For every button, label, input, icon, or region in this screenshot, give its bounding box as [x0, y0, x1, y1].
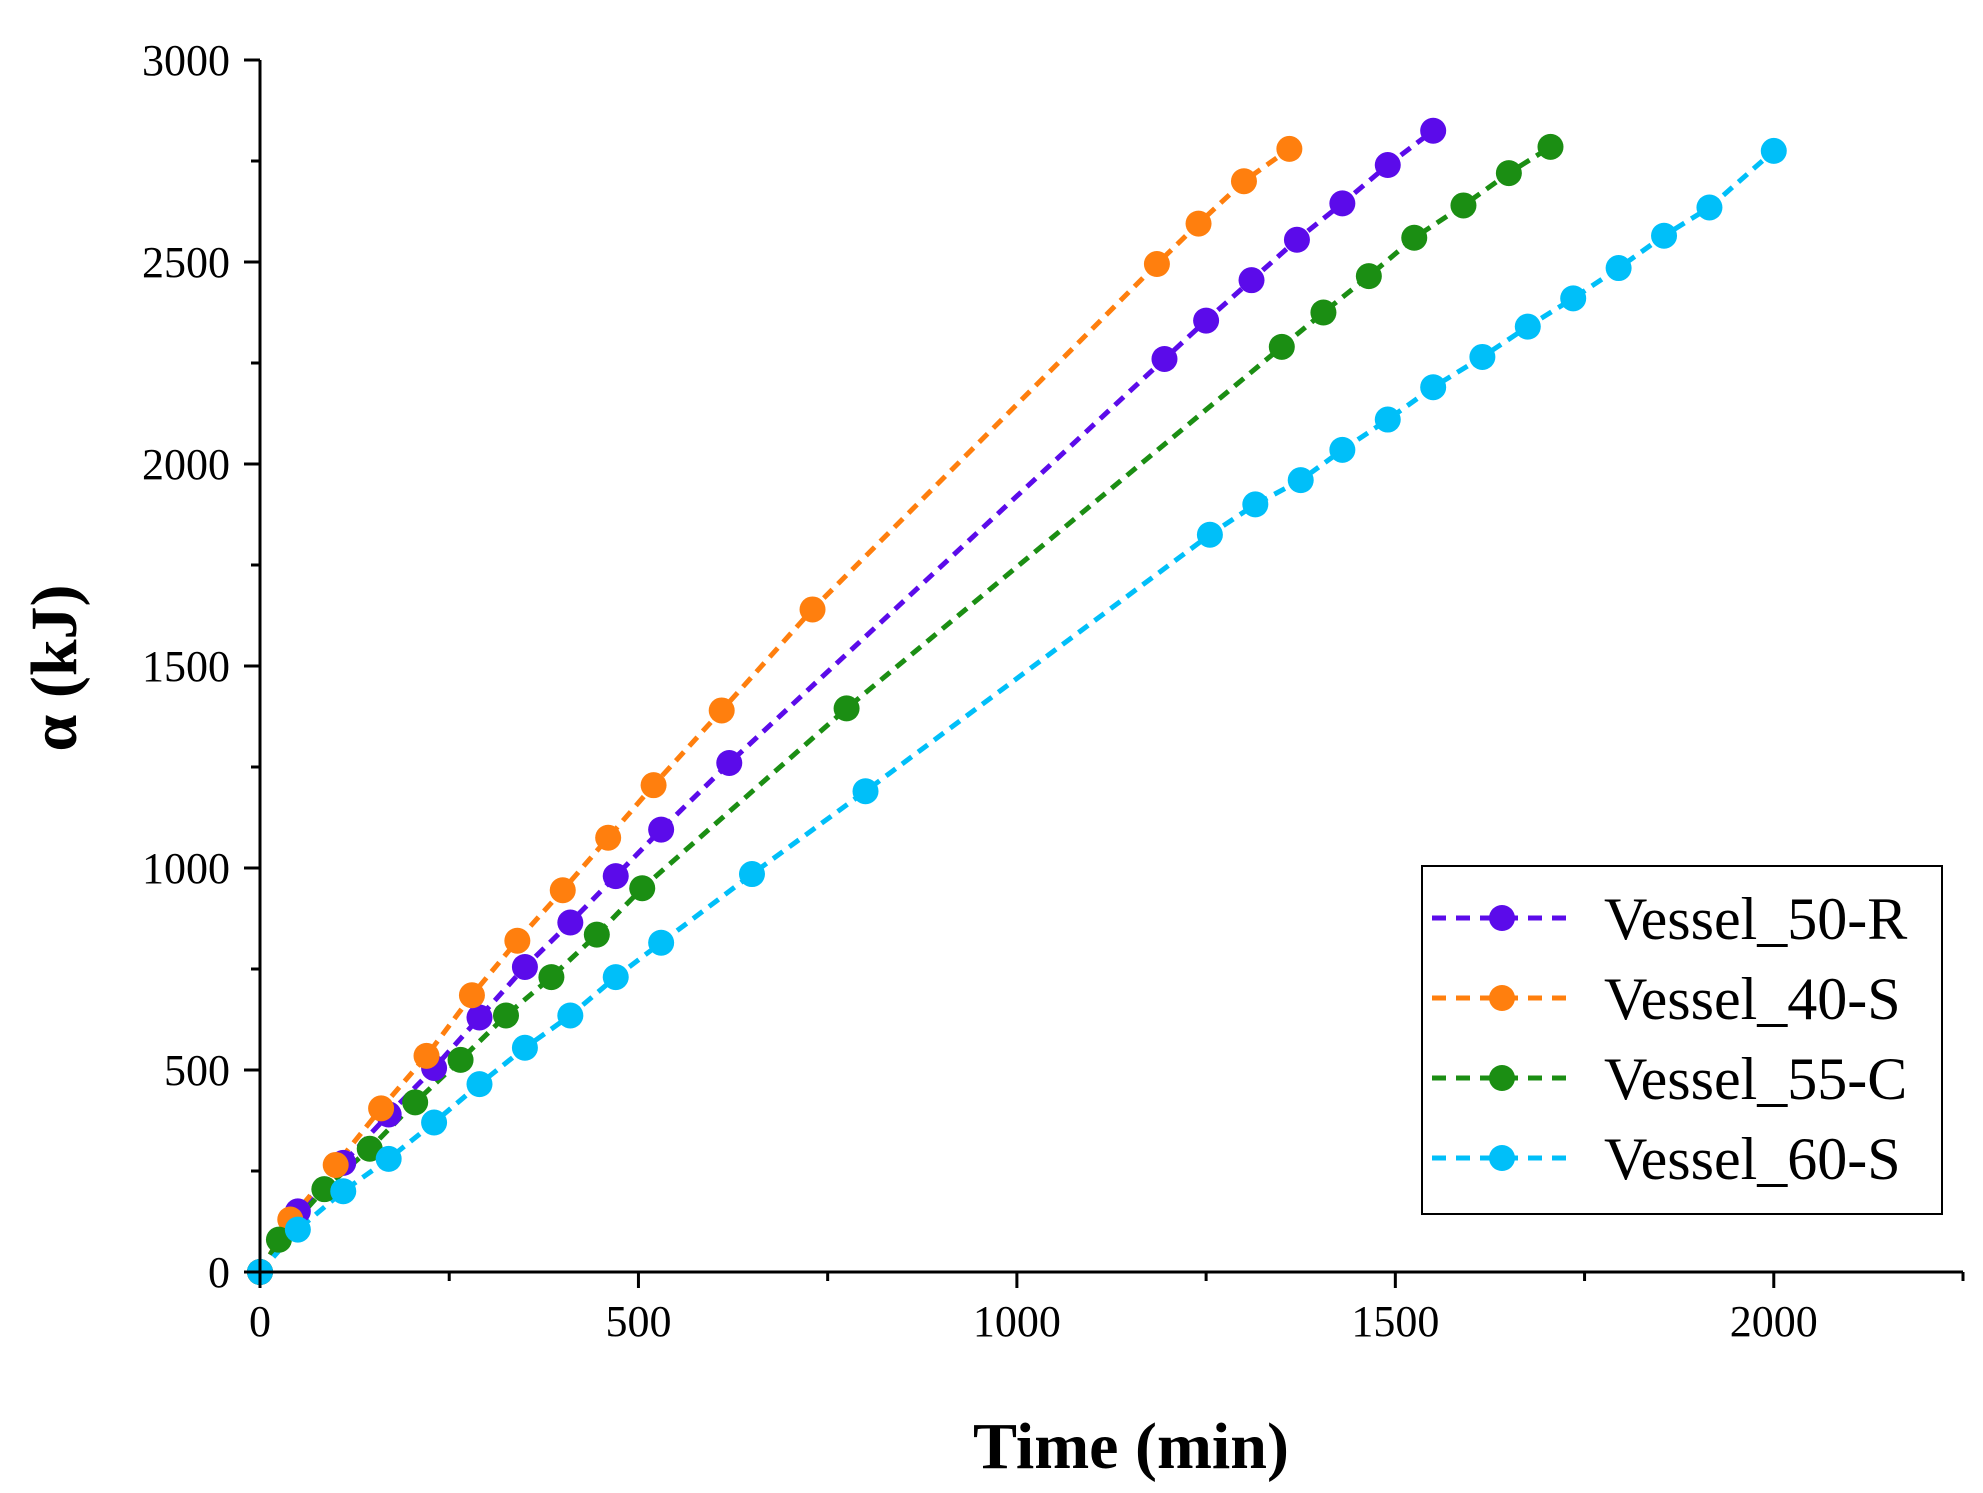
- x-tick-label: 1500: [1351, 1297, 1439, 1346]
- data-point: [1283, 226, 1310, 253]
- x-tick-label: 0: [249, 1297, 271, 1346]
- data-point: [504, 927, 531, 954]
- data-point: [852, 778, 879, 805]
- data-point: [1287, 467, 1314, 494]
- data-point: [557, 909, 584, 936]
- data-point: [458, 982, 485, 1009]
- series-line-2: [257, 144, 1552, 1274]
- data-point: [1185, 210, 1212, 237]
- data-point: [402, 1089, 429, 1116]
- data-point: [738, 861, 765, 888]
- x-axis-title: Time (min): [973, 1410, 1289, 1483]
- ticks: 0 500 1000 1500 2000 0 500 1000 1500 2000 2500 3000: [142, 36, 1965, 1346]
- data-point: [466, 1004, 493, 1031]
- x-tick-label: 1000: [973, 1297, 1061, 1346]
- data-point: [1514, 313, 1541, 340]
- x-tick-label: 500: [605, 1297, 671, 1346]
- series-line-1: [257, 146, 1291, 1274]
- legend-label: Vessel_60-S: [1604, 1126, 1901, 1192]
- data-point: [1651, 222, 1678, 249]
- data-point: [1760, 137, 1787, 164]
- data-point: [799, 596, 826, 623]
- data-point: [1537, 133, 1564, 160]
- data-point: [595, 824, 622, 851]
- y-tick-label: 0: [208, 1248, 230, 1297]
- data-point: [1242, 491, 1269, 518]
- data-point: [311, 1176, 338, 1203]
- data-point: [833, 695, 860, 722]
- legend-label: Vessel_40-S: [1604, 966, 1901, 1032]
- data-point: [1151, 345, 1178, 372]
- y-tick-label: 1000: [142, 844, 230, 893]
- data-point: [708, 697, 735, 724]
- data-point: [322, 1151, 349, 1178]
- series-line-0: [257, 128, 1435, 1274]
- data-point: [1238, 267, 1265, 294]
- data-point: [583, 921, 610, 948]
- x-tick-label: 2000: [1730, 1297, 1818, 1346]
- data-point: [716, 749, 743, 776]
- data-point: [330, 1178, 357, 1205]
- data-point: [549, 877, 576, 904]
- data-point: [1329, 436, 1356, 463]
- data-point: [1276, 135, 1303, 162]
- data-point: [447, 1046, 474, 1073]
- data-point: [1420, 374, 1447, 401]
- plot-markers: [247, 117, 1787, 1285]
- data-point: [1230, 168, 1257, 195]
- legend-label: Vessel_50-R: [1604, 886, 1907, 952]
- data-point: [1374, 406, 1401, 433]
- data-point: [1196, 521, 1223, 548]
- data-point: [648, 929, 675, 956]
- legend-marker-1: [1489, 985, 1515, 1011]
- data-point: [1495, 160, 1522, 187]
- data-point: [466, 1071, 493, 1098]
- data-point: [511, 953, 538, 980]
- data-point: [368, 1095, 395, 1122]
- legend-marker-3: [1489, 1145, 1515, 1171]
- legend-label: Vessel_55-C: [1604, 1046, 1907, 1112]
- data-point: [602, 964, 629, 991]
- data-point: [375, 1145, 402, 1172]
- y-tick-label: 2500: [142, 238, 230, 287]
- data-point: [511, 1034, 538, 1061]
- legend-marker-0: [1489, 905, 1515, 931]
- data-point: [1401, 224, 1428, 251]
- data-point: [1605, 255, 1632, 282]
- data-point: [1469, 343, 1496, 370]
- data-point: [1696, 194, 1723, 221]
- y-tick-label: 2000: [142, 440, 230, 489]
- data-point: [1329, 190, 1356, 217]
- data-point: [1193, 307, 1220, 334]
- data-point: [557, 1002, 584, 1029]
- data-point: [648, 816, 675, 843]
- data-point: [1420, 117, 1447, 144]
- data-point: [602, 863, 629, 890]
- data-point: [421, 1109, 448, 1136]
- data-point: [1143, 251, 1170, 278]
- legend-marker-2: [1489, 1065, 1515, 1091]
- y-tick-label: 500: [164, 1046, 230, 1095]
- data-point: [640, 772, 667, 799]
- data-point: [629, 875, 656, 902]
- y-axis-title: α (kJ): [18, 585, 91, 752]
- data-point: [538, 964, 565, 991]
- data-point: [1450, 192, 1477, 219]
- data-point: [1355, 263, 1382, 290]
- y-tick-label: 3000: [142, 36, 230, 85]
- data-point: [1560, 285, 1587, 312]
- y-tick-label: 1500: [142, 642, 230, 691]
- legend: Vessel_50-R Vessel_40-S Vessel_55-C Vessel_…: [1421, 865, 1943, 1215]
- data-point: [492, 1002, 519, 1029]
- data-point: [284, 1216, 311, 1243]
- data-point: [413, 1042, 440, 1069]
- data-point: [1310, 299, 1337, 326]
- data-point: [1268, 333, 1295, 360]
- data-point: [1374, 152, 1401, 179]
